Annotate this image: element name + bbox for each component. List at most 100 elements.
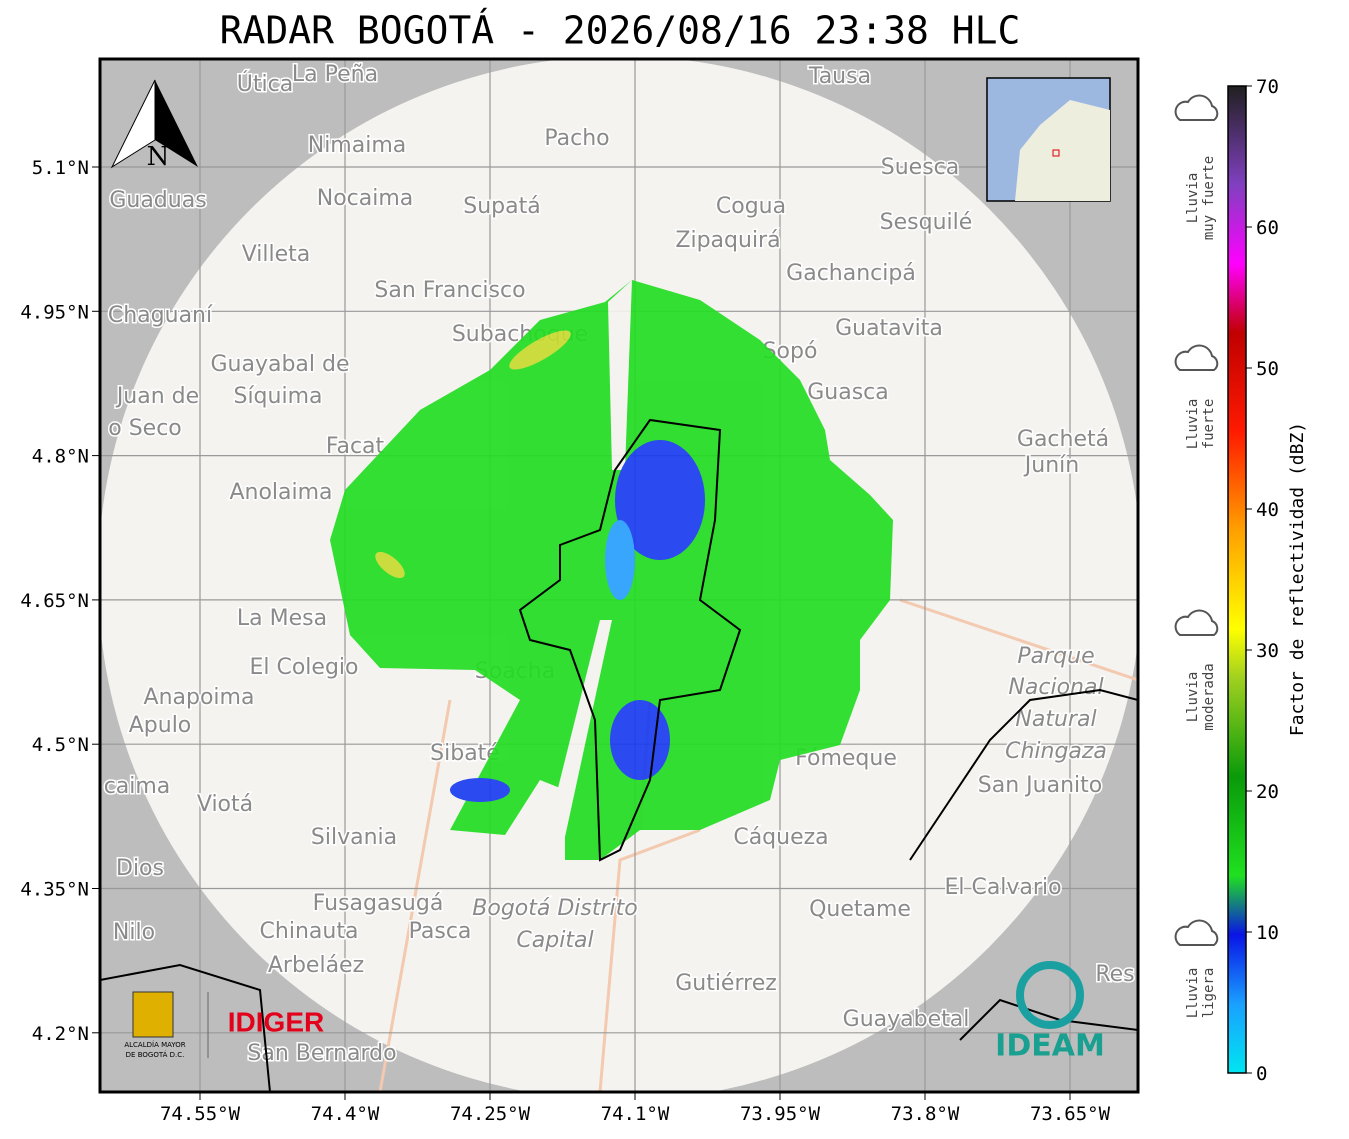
place-label: Zipaquirá [675, 228, 780, 253]
y-tick-label: 4.5°N [32, 734, 89, 756]
place-label: Nimaima [308, 133, 407, 158]
place-label: Arbeláez [268, 953, 364, 978]
y-tick-label: 4.95°N [20, 301, 89, 323]
colorbar [1227, 85, 1247, 1074]
place-label: San Bernardo [247, 1041, 396, 1066]
place-label: Tausa [808, 64, 871, 89]
place-label: San Francisco [374, 278, 525, 303]
x-tick-label: 74.4°W [311, 1103, 380, 1125]
idiger-logo: IDIGER [228, 1006, 324, 1037]
place-label: Quetame [809, 897, 911, 922]
intensity-level: Lluvia fuerte [1174, 344, 1219, 450]
place-label: Capital [516, 928, 593, 953]
place-label: La Peña [292, 62, 378, 87]
y-tick-label: 4.2°N [32, 1023, 89, 1045]
colorbar-tick-label: 60 [1256, 217, 1279, 239]
cloud-icon [1174, 94, 1219, 121]
place-label: Guayabal de [210, 352, 349, 377]
map-frame [98, 57, 1140, 1094]
place-label: Útica [237, 71, 293, 97]
x-tick-label: 73.95°W [740, 1103, 821, 1125]
x-tick-label: 74.55°W [160, 1103, 241, 1125]
axes: 74.55°W 74.4°W 74.25°W 74.1°W 73.95°W 73.8°W 7… [20, 157, 1110, 1125]
place-label: Cáqueza [733, 825, 828, 850]
colorbar-tick-label: 40 [1256, 499, 1279, 521]
intensity-label: muy fuerte [1201, 156, 1217, 240]
echo-gap [608, 280, 632, 470]
intensity-level: Lluvia muy fuerte [1174, 94, 1219, 240]
place-label: Anapoima [144, 685, 255, 710]
place-label: Natural [1015, 707, 1096, 732]
alcaldia-shield [132, 991, 174, 1038]
y-tick-label: 5.1°N [32, 157, 89, 179]
place-label: San Juanito [978, 773, 1102, 798]
echo-moderate [509, 330, 571, 370]
place-label: Juan de [115, 384, 199, 409]
intensity-label: Lluvia [1185, 672, 1201, 723]
place-label: Gutiérrez [675, 971, 777, 996]
ideam-emblem [1016, 961, 1084, 1029]
place-label: Chingaza [1005, 739, 1107, 764]
place-label: Guatavita [835, 316, 943, 341]
echo-weak [615, 440, 705, 560]
colorbar-tick-label: 70 [1256, 76, 1279, 98]
colorbar-tick-label: 50 [1256, 358, 1279, 380]
place-label: Viotá [197, 792, 253, 817]
intensity-label: Lluvia [1185, 399, 1201, 450]
x-tick-label: 74.1°W [601, 1103, 670, 1125]
colorbar-tick-label: 0 [1256, 1063, 1267, 1085]
place-label: o Seco [108, 416, 182, 441]
colorbar-tick-label: 30 [1256, 640, 1279, 662]
place-label: Nocaima [317, 186, 414, 211]
radar-echo [330, 280, 893, 860]
place-label: Bogotá Distrito [472, 896, 637, 921]
place-label: Síquima [233, 384, 322, 409]
x-tick-label: 73.8°W [891, 1103, 960, 1125]
place-label: El Colegio [249, 655, 358, 680]
echo-weak [450, 778, 510, 802]
y-tick-label: 4.35°N [20, 879, 89, 901]
place-label: Facat [326, 434, 385, 459]
colorbar-tick-label: 10 [1256, 922, 1279, 944]
alcaldia-logo: DE BOGOTÁ D.C. [126, 1050, 185, 1059]
place-label: Apulo [129, 713, 192, 738]
x-tick-label: 73.65°W [1030, 1103, 1111, 1125]
intensity-label: ligera [1201, 968, 1217, 1019]
place-label: caima [104, 774, 171, 799]
place-label: Pasca [409, 919, 472, 944]
place-label: Fusagasugá [313, 891, 444, 916]
place-label: Dios [116, 856, 164, 881]
echo-gap [540, 620, 612, 860]
cloud-icon [1174, 344, 1219, 371]
intensity-label: moderada [1201, 663, 1217, 730]
place-label: Junín [1023, 453, 1079, 478]
place-label: Guayabetal [843, 1007, 970, 1032]
colorbar-tick-label: 20 [1256, 781, 1279, 803]
place-label: Gachancipá [786, 261, 916, 286]
place-label: Guasca [807, 380, 889, 405]
echo-weak [605, 520, 635, 600]
place-label: El Calvario [944, 875, 1061, 900]
place-label: Suesca [881, 155, 959, 180]
north-arrow [155, 80, 198, 167]
place-label: Chaguaní [108, 303, 213, 328]
intensity-label: Lluvia [1185, 968, 1201, 1019]
cloud-icon [1174, 609, 1219, 636]
echo-weak [610, 700, 670, 780]
place-label: Pacho [544, 126, 609, 151]
intensity-level: Lluvia moderada [1174, 609, 1219, 731]
ideam-logo: IDEAM [995, 1029, 1105, 1064]
y-tick-label: 4.8°N [32, 446, 89, 468]
place-label: Anolaima [229, 480, 332, 505]
place-label: La Mesa [237, 606, 327, 631]
place-label: Parque [1017, 644, 1094, 669]
place-label: Gachetá [1017, 427, 1109, 452]
cloud-icon [1174, 919, 1219, 946]
place-label: Guaduas [109, 188, 206, 213]
inset-land [1015, 100, 1110, 201]
colorbar-label: Factor de reflectividad (dBZ) [1287, 422, 1308, 736]
intensity-level: Lluvia ligera [1174, 919, 1219, 1019]
